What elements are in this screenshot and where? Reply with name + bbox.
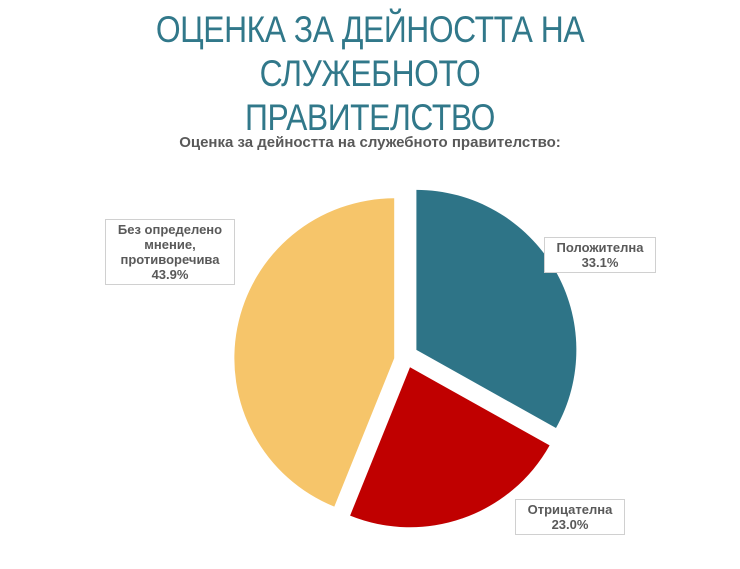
slice-positive[interactable] <box>416 189 577 428</box>
slice-no-opinion[interactable] <box>234 198 395 507</box>
label-name-line-3: противоречива <box>120 252 220 267</box>
data-label-no-opinion: Без определено мнение, противоречива 43.… <box>105 219 235 285</box>
label-name: Положителна <box>556 240 644 255</box>
page-title-line-2: ПРАВИТЕЛСТВО <box>245 97 495 138</box>
label-name-line-2: мнение, <box>144 237 196 252</box>
label-value: 33.1% <box>581 255 619 270</box>
label-value: 43.9% <box>151 267 189 282</box>
label-value: 23.0% <box>551 517 589 532</box>
slice-negative[interactable] <box>350 367 550 528</box>
data-label-negative: Отрицателна 23.0% <box>515 499 625 535</box>
page-title: ОЦЕНКА ЗА ДЕЙНОСТТА НА СЛУЖЕБНОТО ПРАВИТ… <box>52 8 688 140</box>
page-title-line-1: ОЦЕНКА ЗА ДЕЙНОСТТА НА СЛУЖЕБНОТО <box>155 9 585 94</box>
label-name: Отрицателна <box>527 502 613 517</box>
chart-title: Оценка за дейността на служебното правит… <box>179 134 561 151</box>
data-label-positive: Положителна 33.1% <box>544 237 656 273</box>
label-name-line-1: Без определено <box>117 222 223 237</box>
